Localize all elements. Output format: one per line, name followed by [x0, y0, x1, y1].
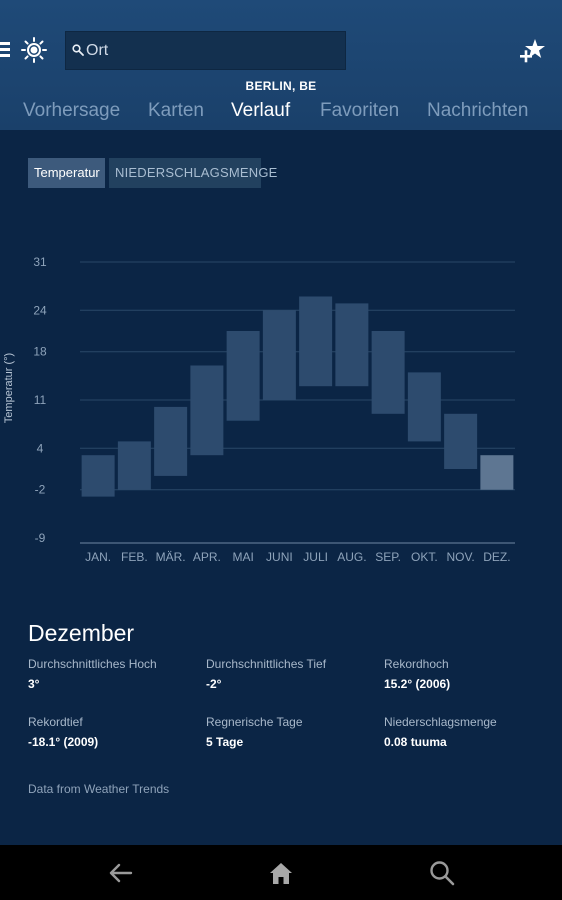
x-tick-label: JAN. [85, 550, 111, 564]
search-box[interactable] [65, 31, 346, 70]
rainy-days-value: 5 Tage [206, 735, 244, 749]
tab-verlauf[interactable]: Verlauf [231, 100, 291, 121]
search-icon [72, 44, 84, 56]
precipitation-toggle[interactable]: NIEDERSCHLAGSMENGE [109, 158, 277, 188]
x-tick-label: SEP. [375, 550, 401, 564]
y-tick-label: 11 [34, 393, 47, 407]
add-favorite-icon[interactable] [518, 37, 546, 65]
avg-low-label: Durchschnittliches Tief [206, 657, 327, 671]
temperature-bar [262, 310, 296, 400]
record-low-label: Rekordtief [28, 715, 83, 729]
temperature-bar [444, 413, 478, 469]
tab-vorhersage[interactable]: Vorhersage [23, 100, 121, 121]
x-tick-label: OKT. [411, 550, 438, 564]
precipitation-label: Niederschlagsmenge [384, 715, 497, 729]
x-tick-label: JULI [303, 550, 328, 564]
temperature-bar [480, 455, 514, 490]
x-tick-label: DEZ. [483, 550, 510, 564]
x-tick-label: JUNI [266, 550, 293, 564]
menu-icon[interactable] [0, 42, 10, 58]
home-icon[interactable] [267, 859, 295, 887]
avg-low-value: -2° [206, 677, 222, 691]
temperature-bar [226, 331, 260, 421]
app-header: BERLIN, BE Vorhersage Karten Verlauf Fav… [0, 0, 562, 130]
sun-icon [21, 37, 47, 63]
tab-favoriten[interactable]: Favoriten [320, 100, 400, 121]
record-low-value: -18.1° (2009) [28, 735, 99, 749]
tab-bar: Vorhersage Karten Verlauf Favoriten Nach… [0, 100, 562, 126]
temperature-bar [407, 372, 441, 442]
record-high-value: 15.2° (2006) [384, 677, 451, 691]
location-title: BERLIN, BE [245, 79, 317, 93]
temperature-chart: 31 24 18 11 4 -2 -9 Temperatur (°) JAN. FEB. MÄR. A… [3, 255, 515, 564]
y-tick-label: 18 [33, 345, 47, 359]
precipitation-value: 0.08 tuuma [384, 735, 447, 749]
selected-month-title: Dezember [28, 620, 135, 646]
system-nav-bar [0, 845, 562, 900]
record-high-label: Rekordhoch [384, 657, 449, 671]
tab-karten[interactable]: Karten [148, 100, 204, 121]
y-axis-title: Temperatur (°) [3, 353, 15, 423]
temperature-bar [190, 365, 224, 456]
rainy-days-label: Regnerische Tage [206, 715, 303, 729]
x-tick-label: FEB. [121, 550, 148, 564]
avg-high-value: 3° [28, 677, 40, 691]
x-tick-label: MAI [232, 550, 253, 564]
temperature-toggle[interactable]: Temperatur [28, 158, 105, 188]
tab-nachrichten[interactable]: Nachrichten [427, 100, 529, 121]
x-tick-label: APR. [193, 550, 221, 564]
temperature-bar [154, 406, 188, 476]
x-tick-label: NOV. [447, 550, 475, 564]
y-tick-label: 24 [33, 303, 47, 317]
temperature-bar [299, 296, 333, 387]
y-tick-label: -9 [35, 531, 46, 545]
y-tick-label: 4 [37, 441, 44, 455]
temperature-bar [335, 303, 369, 387]
search-icon[interactable] [428, 859, 456, 887]
data-source-note: Data from Weather Trends [28, 782, 170, 796]
back-arrow-icon[interactable] [107, 859, 135, 887]
search-input[interactable] [86, 32, 336, 69]
temperature-bar [117, 441, 151, 490]
x-tick-label: AUG. [337, 550, 366, 564]
x-tick-label: MÄR. [156, 550, 186, 564]
avg-high-label: Durchschnittliches Hoch [28, 657, 157, 671]
y-tick-label: 31 [33, 255, 47, 269]
temperature-bar [371, 331, 405, 414]
temperature-bar [81, 455, 115, 497]
y-tick-label: -2 [35, 483, 46, 497]
